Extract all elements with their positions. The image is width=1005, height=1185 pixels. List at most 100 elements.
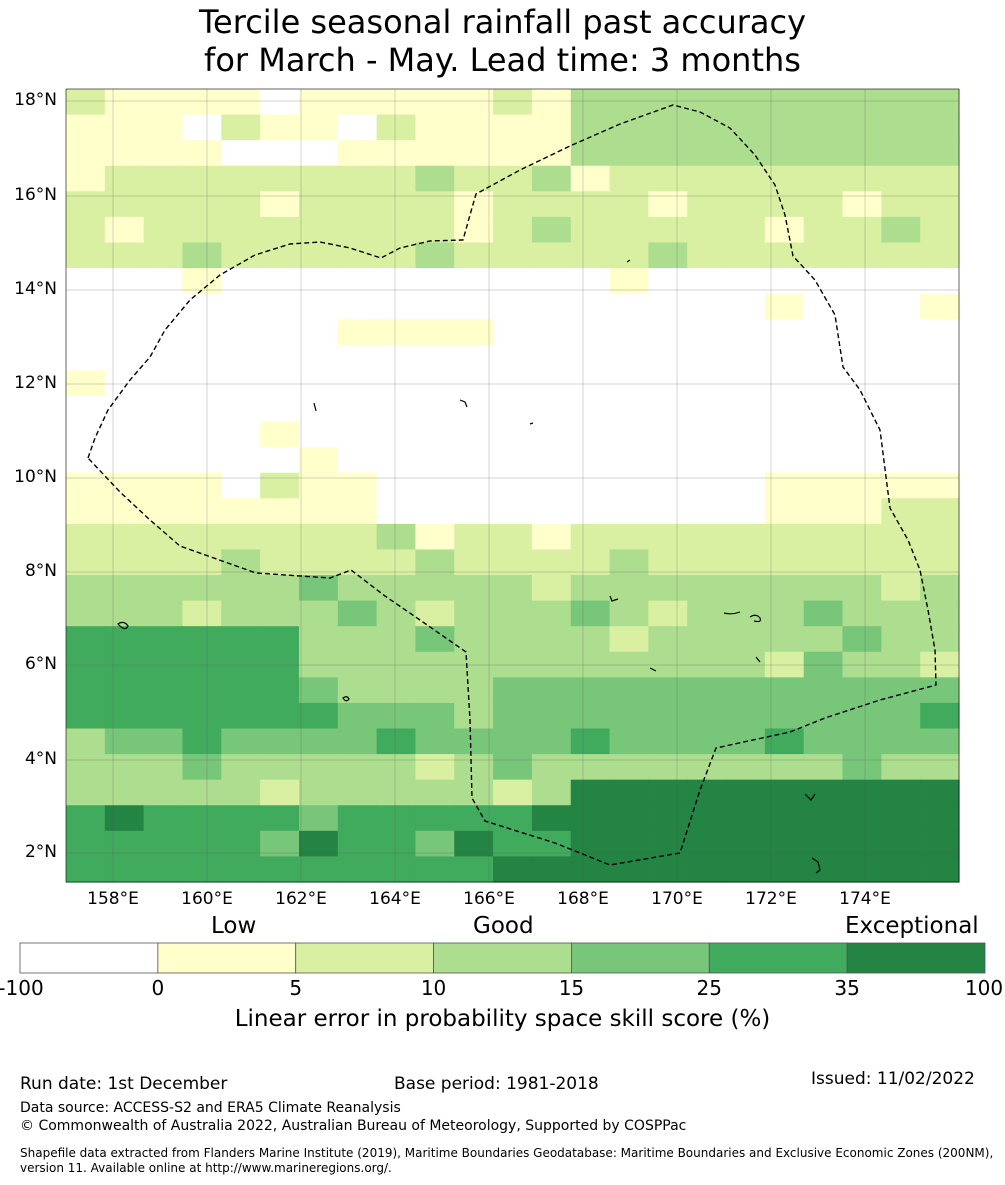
skill-cell <box>105 805 144 831</box>
skill-cell <box>920 780 959 806</box>
skill-cell <box>920 166 959 192</box>
skill-cell <box>726 524 765 550</box>
skill-cell <box>221 805 260 831</box>
skill-cell <box>648 396 687 422</box>
skill-cell <box>66 677 105 703</box>
longitude-label: 164°E <box>369 889 421 909</box>
skill-cell <box>881 396 920 422</box>
skill-cell <box>299 89 338 115</box>
skill-cell <box>920 498 959 524</box>
skill-cell <box>182 217 221 243</box>
skill-cell <box>571 729 610 755</box>
skill-cell <box>532 89 571 115</box>
colorbar-tick-label: -100 <box>0 976 44 1000</box>
skill-cell <box>454 856 493 882</box>
skill-cell <box>338 89 377 115</box>
skill-cell <box>105 242 144 268</box>
longitude-label: 174°E <box>839 889 891 909</box>
skill-cell <box>338 217 377 243</box>
skill-cell <box>221 166 260 192</box>
skill-cell <box>415 601 454 627</box>
skill-cell <box>610 575 649 601</box>
skill-cell <box>415 345 454 371</box>
skill-cell <box>66 524 105 550</box>
skill-cell <box>610 115 649 141</box>
skill-cell <box>726 115 765 141</box>
skill-cell <box>843 498 882 524</box>
skill-cell <box>804 294 843 320</box>
skill-cell <box>299 729 338 755</box>
skill-cell <box>843 805 882 831</box>
skill-cell <box>493 115 532 141</box>
skill-cell <box>415 805 454 831</box>
skill-cell <box>726 319 765 345</box>
skill-cell <box>920 319 959 345</box>
skill-cell <box>182 626 221 652</box>
skill-cell <box>920 703 959 729</box>
skill-cell <box>260 677 299 703</box>
skill-cell <box>144 422 183 448</box>
colorbar-segment <box>296 943 434 973</box>
skill-cell <box>687 89 726 115</box>
latitude-label: 2°N <box>0 842 57 862</box>
skill-cell <box>493 217 532 243</box>
skill-cell <box>532 217 571 243</box>
skill-cell <box>532 677 571 703</box>
skill-cell <box>377 498 416 524</box>
skill-cell <box>182 447 221 473</box>
skill-cell <box>881 754 920 780</box>
skill-cell <box>377 166 416 192</box>
skill-cell <box>221 677 260 703</box>
skill-cell <box>610 242 649 268</box>
skill-cell <box>493 498 532 524</box>
skill-cell <box>804 805 843 831</box>
skill-cell <box>105 447 144 473</box>
skill-cell <box>920 524 959 550</box>
skill-cell <box>105 166 144 192</box>
skill-cell <box>687 166 726 192</box>
skill-cell <box>221 345 260 371</box>
skill-cell <box>687 703 726 729</box>
skill-cell <box>804 319 843 345</box>
skill-cell <box>804 601 843 627</box>
skill-cell <box>105 524 144 550</box>
skill-cell <box>920 473 959 499</box>
skill-cell <box>493 626 532 652</box>
skill-cell <box>493 754 532 780</box>
latitude-label: 8°N <box>0 561 57 581</box>
skill-cell <box>377 140 416 166</box>
skill-cell <box>648 319 687 345</box>
skill-cell <box>843 575 882 601</box>
skill-cell <box>260 140 299 166</box>
skill-cell <box>338 754 377 780</box>
skill-cell <box>610 498 649 524</box>
skill-cell <box>182 524 221 550</box>
skill-cell <box>881 780 920 806</box>
skill-cell <box>454 242 493 268</box>
skill-cell <box>881 140 920 166</box>
skill-cell <box>144 217 183 243</box>
skill-cell <box>571 473 610 499</box>
skill-cell <box>144 191 183 217</box>
skill-cell <box>920 89 959 115</box>
skill-cell <box>144 345 183 371</box>
skill-cell <box>881 166 920 192</box>
skill-cell <box>881 345 920 371</box>
skill-cell <box>144 626 183 652</box>
skill-cell <box>881 498 920 524</box>
skill-cell <box>687 498 726 524</box>
skill-cell <box>571 805 610 831</box>
skill-cell <box>144 89 183 115</box>
colorbar-word-good: Good <box>473 913 534 939</box>
skill-cell <box>221 575 260 601</box>
skill-grid <box>66 89 960 883</box>
skill-cell <box>260 115 299 141</box>
skill-cell <box>687 242 726 268</box>
issued-date: Issued: 11/02/2022 <box>811 1069 975 1089</box>
skill-cell <box>804 115 843 141</box>
skill-cell <box>571 191 610 217</box>
skill-cell <box>182 498 221 524</box>
skill-cell <box>687 396 726 422</box>
skill-cell <box>726 856 765 882</box>
skill-cell <box>726 703 765 729</box>
